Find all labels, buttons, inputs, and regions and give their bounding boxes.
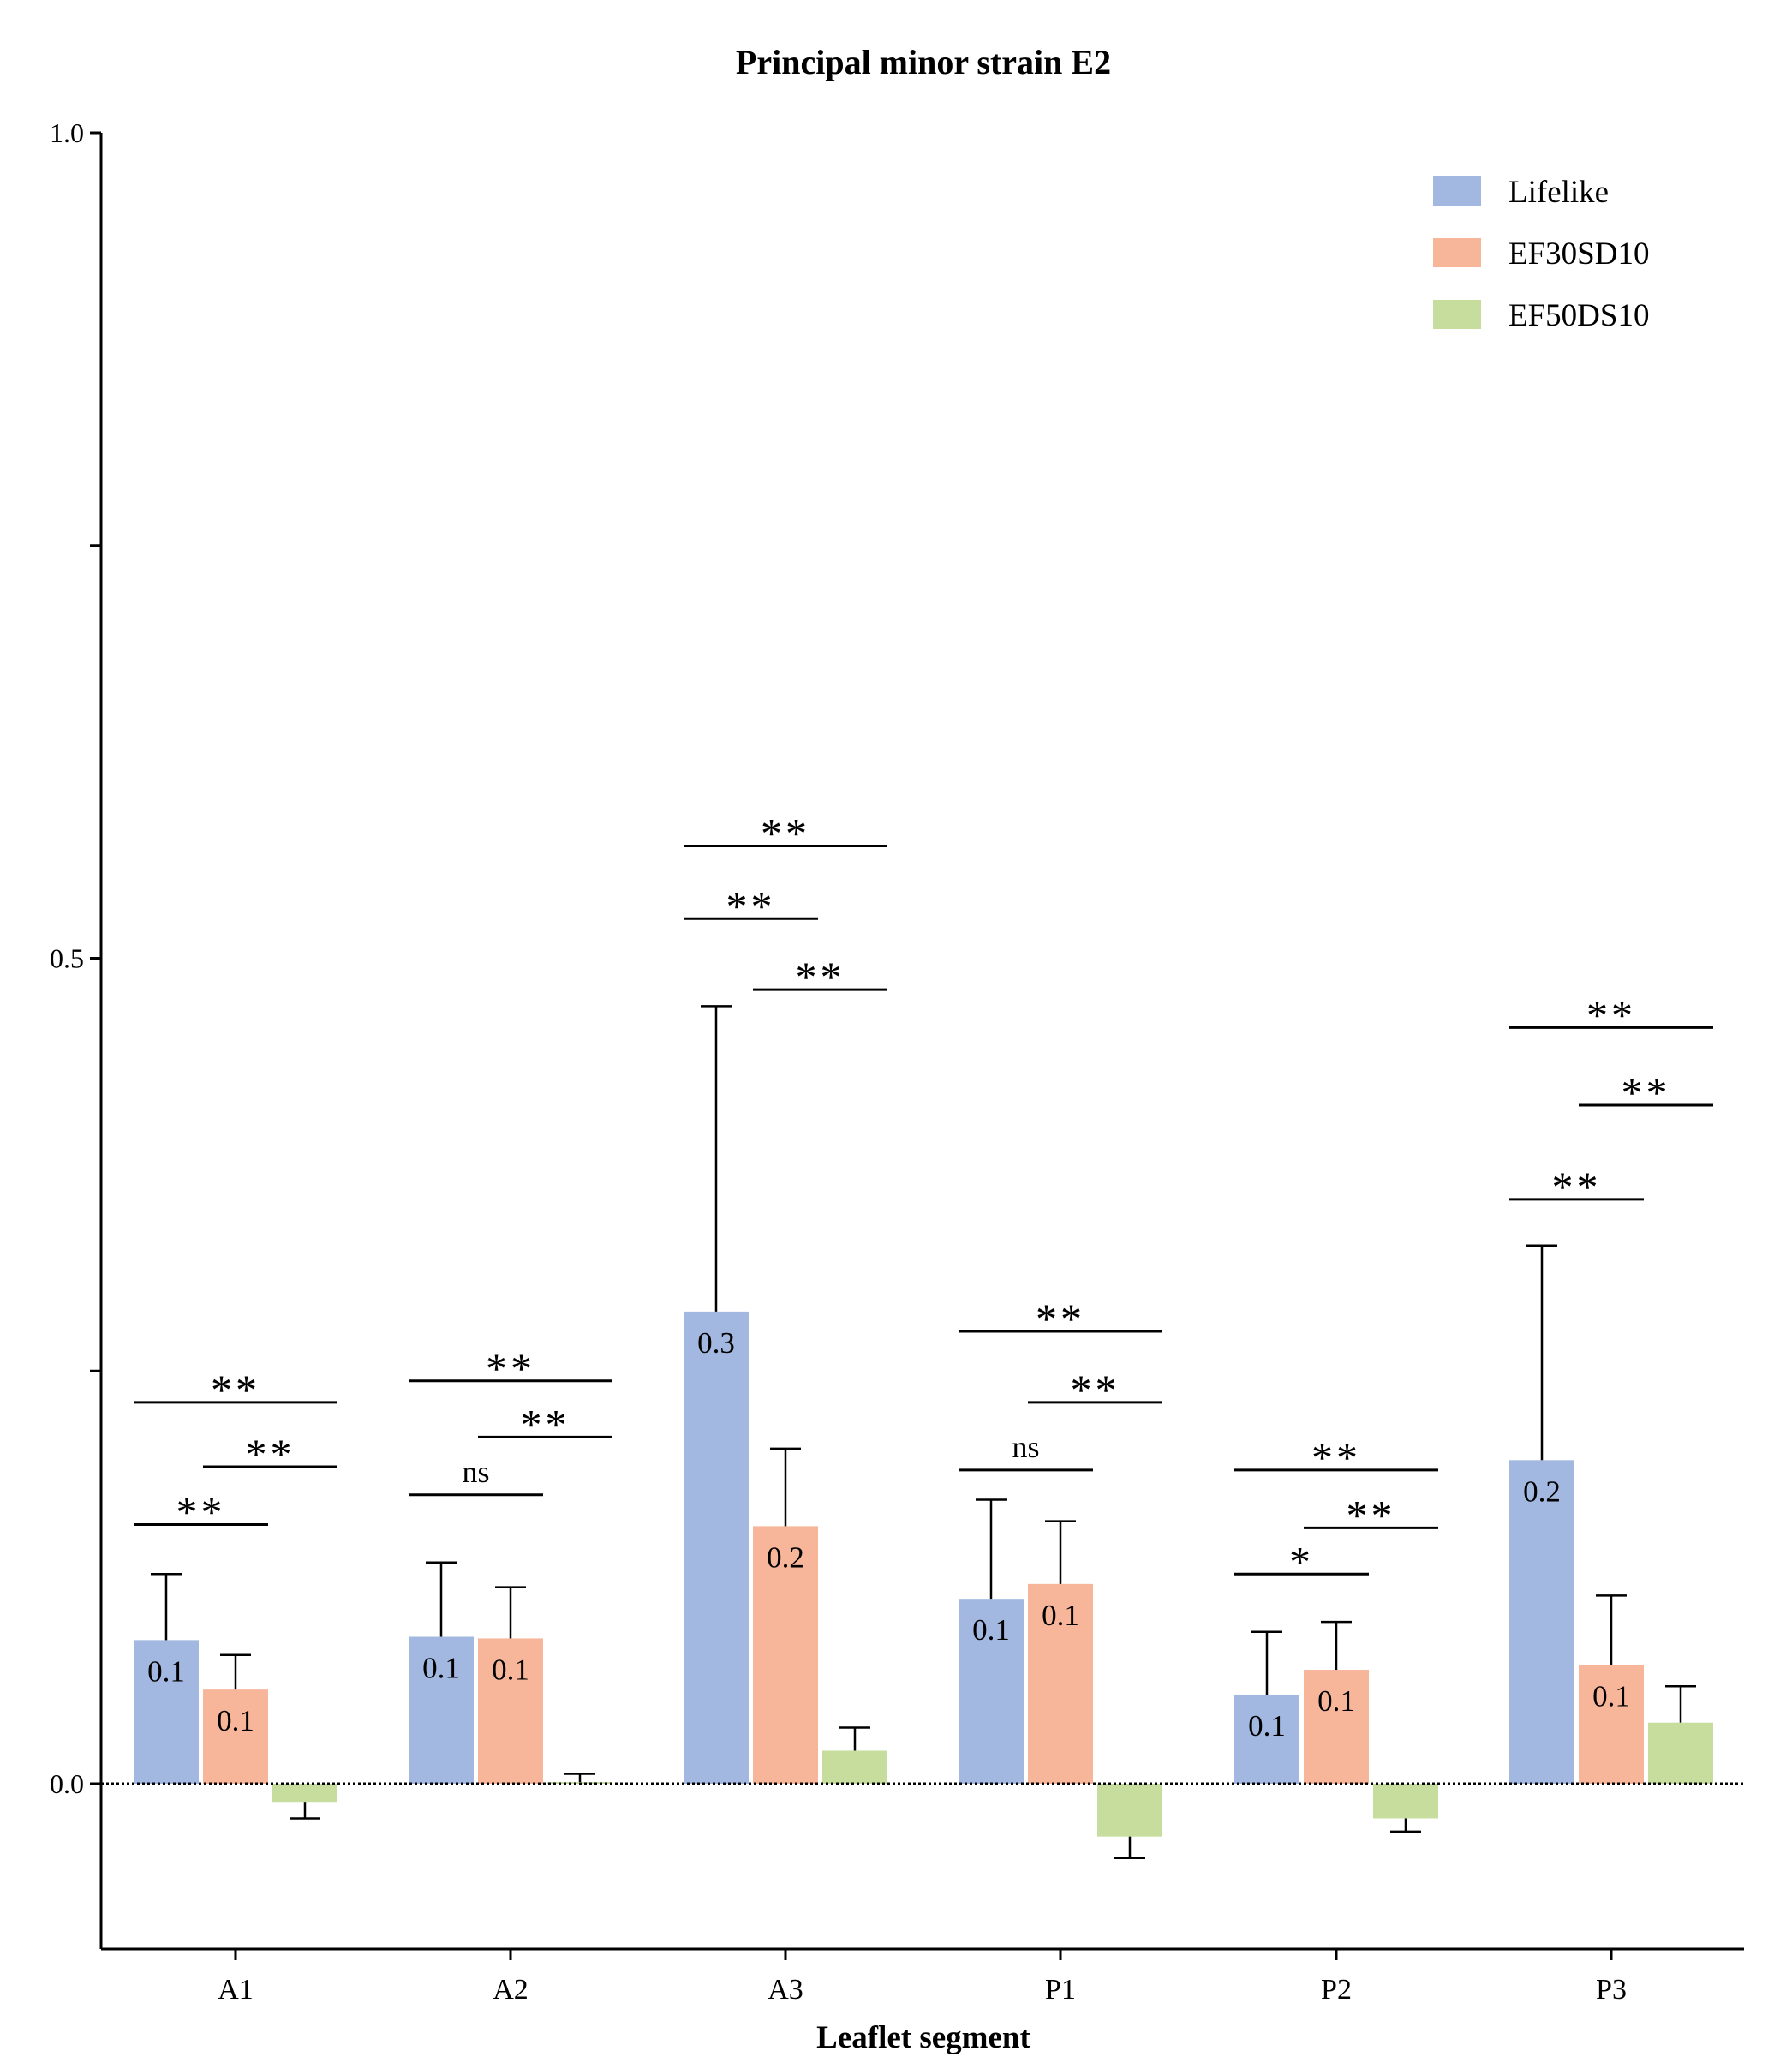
bars <box>134 1311 1713 1837</box>
bar-P1-EF50DS10 <box>1097 1784 1162 1837</box>
bar-P3-EF30SD10 <box>1579 1665 1644 1784</box>
x-category-label: P2 <box>1321 1974 1352 2006</box>
significance-label: ** <box>761 809 810 857</box>
significance-label: ** <box>246 1430 296 1478</box>
significance-label: ** <box>211 1366 260 1414</box>
significance-label: ** <box>486 1344 535 1392</box>
bar-A3-Lifelike <box>684 1311 749 1784</box>
bar-value-label: 0.2 <box>767 1540 804 1574</box>
significance-label: ** <box>1311 1433 1361 1481</box>
bar-P1-Lifelike <box>959 1599 1024 1784</box>
y-axis-ticks: 1.0 0.5 0.0 <box>50 117 101 1799</box>
legend-label: Lifelike <box>1508 175 1609 210</box>
x-category-label: A1 <box>218 1974 254 2006</box>
significance-label: * <box>1289 1537 1314 1585</box>
x-category-label: A2 <box>493 1974 529 2006</box>
bar-P2-EF30SD10 <box>1304 1670 1369 1784</box>
bar-A3-EF50DS10 <box>822 1750 887 1784</box>
x-axis-categories: A1 A2 A3 P1 P2 P3 <box>218 1949 1627 2006</box>
bar-value-labels: 0.1 0.1 0.3 0.1 0.1 0.2 0.1 0.1 0.2 0.1 0.1 0.1 <box>147 1326 1630 1743</box>
bar-value-label: 0.1 <box>217 1704 254 1737</box>
y-tick-label: 0.5 <box>50 943 84 974</box>
legend-label: EF50DS10 <box>1508 298 1649 333</box>
significance-label: ** <box>796 953 845 1001</box>
bar-value-label: 0.1 <box>1042 1599 1079 1632</box>
axes <box>99 133 1744 1951</box>
y-tick-label: 0.0 <box>50 1768 84 1799</box>
significance-label: ** <box>1586 990 1636 1038</box>
bar-P3-EF50DS10 <box>1648 1722 1713 1784</box>
significance-label: ** <box>1036 1295 1085 1342</box>
x-category-label: A3 <box>768 1974 803 2006</box>
significance-label: ** <box>521 1400 570 1448</box>
bar-A2-EF30SD10 <box>478 1638 543 1784</box>
bar-value-label: 0.2 <box>1523 1474 1561 1508</box>
significance-label: ** <box>1347 1491 1396 1539</box>
bar-value-label: 0.1 <box>1592 1679 1630 1713</box>
bar-A1-Lifelike <box>134 1640 199 1784</box>
bar-P3-Lifelike <box>1509 1460 1574 1784</box>
significance-label: ** <box>1071 1366 1120 1414</box>
bar-value-label: 0.1 <box>422 1651 460 1684</box>
bar-value-label: 0.1 <box>972 1613 1010 1647</box>
legend: Lifelike EF30SD10 EF50DS10 <box>1433 175 1649 333</box>
legend-swatch-EF30SD10 <box>1433 238 1481 267</box>
bar-value-label: 0.1 <box>1248 1709 1286 1743</box>
bar-value-label: 0.1 <box>1317 1684 1355 1718</box>
bar-P2-Lifelike <box>1234 1694 1299 1784</box>
significance-annotations: ******ns**********ns*************** <box>134 809 1713 1585</box>
significance-label: ** <box>176 1487 226 1535</box>
significance-label: ** <box>1552 1163 1602 1211</box>
bar-value-label: 0.1 <box>492 1653 529 1686</box>
chart-title: Principal minor strain E2 <box>736 43 1111 81</box>
x-axis-title: Leaflet segment <box>816 2020 1030 2055</box>
bar-A2-Lifelike <box>409 1636 474 1784</box>
bar-P1-EF30SD10 <box>1028 1583 1093 1784</box>
legend-label: EF30SD10 <box>1508 236 1649 272</box>
bar-value-label: 0.1 <box>147 1654 185 1688</box>
bar-A1-EF50DS10 <box>272 1784 337 1803</box>
legend-swatch-Lifelike <box>1433 176 1481 206</box>
significance-label: ns <box>1012 1430 1039 1464</box>
bar-A3-EF30SD10 <box>753 1526 818 1784</box>
significance-label: ** <box>1622 1068 1671 1116</box>
significance-label: ** <box>726 882 776 930</box>
error-bars <box>151 1005 1696 1859</box>
x-category-label: P3 <box>1596 1974 1627 2006</box>
x-category-label: P1 <box>1045 1974 1076 2006</box>
bar-value-label: 0.3 <box>697 1326 735 1360</box>
y-tick-label: 1.0 <box>50 117 84 148</box>
significance-label: ns <box>462 1455 489 1489</box>
legend-swatch-EF50DS10 <box>1433 300 1481 329</box>
bar-A1-EF30SD10 <box>203 1689 268 1784</box>
bar-P2-EF50DS10 <box>1373 1784 1438 1819</box>
